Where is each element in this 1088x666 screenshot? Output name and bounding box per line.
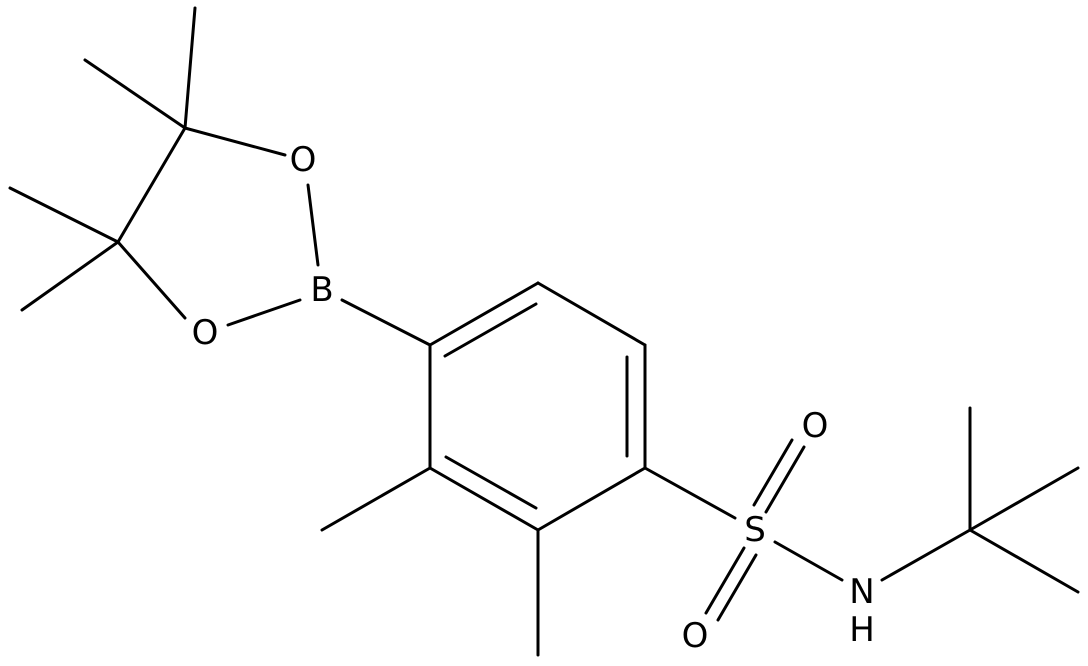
atom-label: N — [849, 572, 874, 612]
bond — [536, 281, 647, 347]
bond — [968, 466, 1080, 532]
bond — [320, 466, 432, 532]
bond — [226, 298, 302, 327]
bond — [340, 298, 432, 347]
atom-label: O — [290, 140, 317, 180]
bond — [183, 6, 197, 130]
bond — [116, 240, 187, 320]
bond — [773, 540, 844, 582]
atom-label: B — [310, 270, 333, 310]
bond — [752, 438, 794, 507]
bond — [116, 126, 187, 244]
bond — [8, 186, 120, 244]
bond — [764, 445, 806, 514]
bond — [643, 466, 737, 520]
atom-labels: O B O S O O N H — [192, 140, 875, 656]
atom-label: O — [192, 313, 219, 353]
bond — [536, 466, 647, 532]
bond — [968, 528, 1080, 594]
atom-label: O — [802, 406, 829, 446]
bond — [183, 126, 287, 157]
bond — [428, 466, 540, 532]
bond — [880, 528, 972, 582]
bonds — [8, 6, 1080, 657]
bond — [444, 455, 538, 510]
bond — [443, 302, 538, 358]
bond — [306, 183, 320, 267]
atom-label: H — [849, 610, 875, 650]
atom-label: O — [682, 616, 709, 656]
bond — [20, 240, 120, 312]
bond — [704, 546, 746, 615]
atom-label: S — [744, 510, 766, 550]
bond — [716, 553, 758, 622]
bond — [83, 58, 187, 130]
bond — [428, 281, 540, 347]
